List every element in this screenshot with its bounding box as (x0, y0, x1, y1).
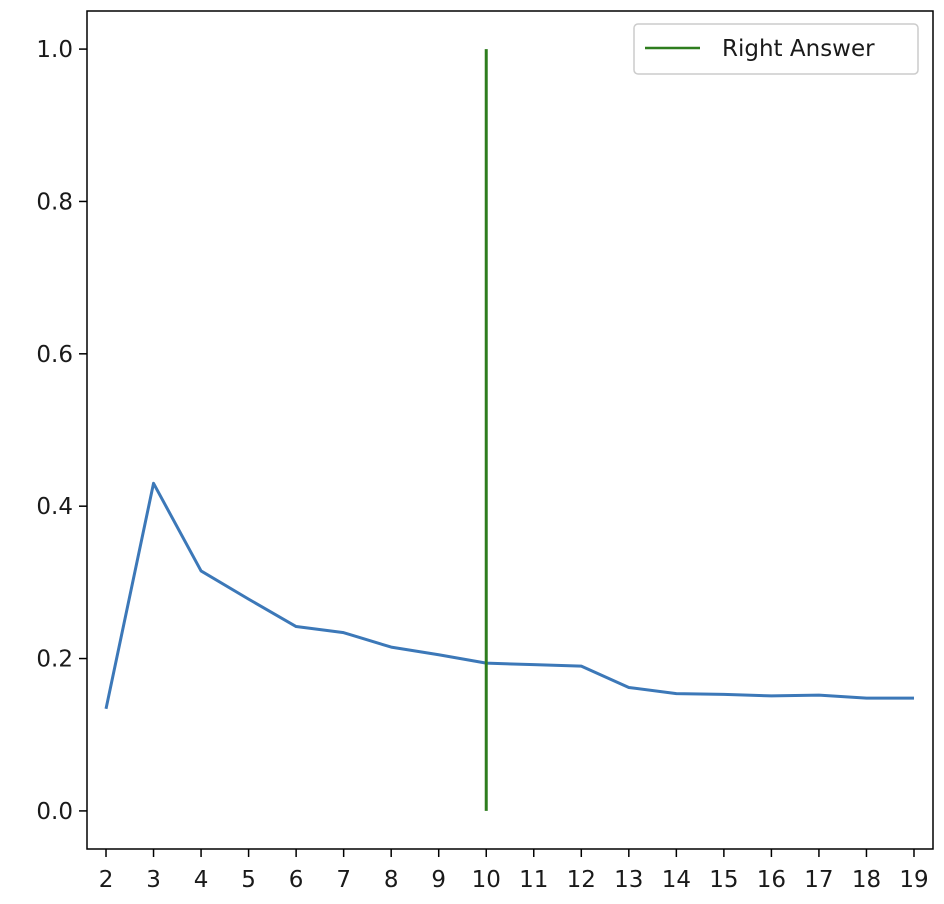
y-tick-label: 0.6 (36, 342, 73, 368)
y-axis: 0.0 0.2 0.4 0.6 0.8 1.0 (36, 37, 87, 825)
x-tick-label: 17 (804, 867, 833, 893)
x-tick-label: 12 (567, 867, 596, 893)
series-line-0 (104, 481, 914, 710)
x-tick-label: 3 (146, 867, 161, 893)
x-tick-label: 5 (241, 867, 256, 893)
x-tick-label: 4 (194, 867, 209, 893)
series-layer (104, 481, 915, 710)
x-tick-label: 10 (472, 867, 501, 893)
x-tick-label: 9 (431, 867, 446, 893)
x-tick-label: 18 (852, 867, 881, 893)
y-tick-label: 1.0 (36, 37, 73, 63)
y-tick-label: 0.0 (36, 799, 73, 825)
x-axis: 2 3 4 5 6 7 8 9 10 11 12 13 14 15 16 17 18 19 (99, 849, 929, 893)
x-tick-label: 16 (757, 867, 786, 893)
x-tick-label: 8 (384, 867, 399, 893)
x-tick-label: 11 (519, 867, 548, 893)
x-tick-label: 13 (614, 867, 643, 893)
x-tick-label: 2 (99, 867, 114, 893)
y-tick-label: 0.4 (36, 494, 73, 520)
x-tick-label: 7 (336, 867, 351, 893)
x-tick-label: 15 (709, 867, 738, 893)
legend-label-right-answer: Right Answer (722, 36, 875, 62)
plot-frame (86, 10, 934, 850)
x-tick-label: 19 (899, 867, 928, 893)
y-tick-label: 0.2 (36, 647, 73, 673)
x-tick-label: 6 (289, 867, 304, 893)
legend-box (633, 23, 919, 75)
legend: Right Answer (633, 23, 919, 75)
y-tick-label: 0.8 (36, 189, 73, 215)
x-tick-label: 14 (662, 867, 691, 893)
